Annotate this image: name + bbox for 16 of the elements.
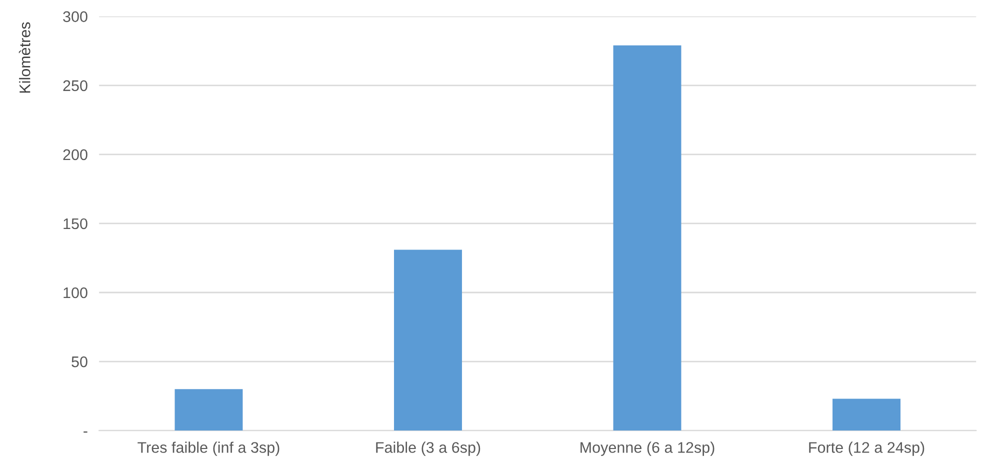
x-tick-label: Faible (3 a 6sp) [376, 442, 480, 456]
y-tick-label: 50 [72, 356, 88, 368]
bar [832, 398, 900, 431]
y-tick-label: 200 [63, 149, 88, 160]
y-tick-label: 250 [63, 80, 88, 92]
bar [174, 389, 243, 431]
x-tick-label: Forte (12 a 24sp) [809, 442, 924, 456]
y-tick-label: 150 [64, 218, 88, 230]
y-tick-label: 300 [63, 11, 88, 22]
bar [394, 250, 462, 431]
x-tick-label: Moyenne (6 a 12sp) [580, 442, 714, 456]
y-tick-label: 100 [64, 287, 88, 298]
y-axis-title: Kilomètres [18, 22, 30, 93]
bar [613, 45, 682, 431]
x-tick-label: Tres faible (inf a 3sp) [138, 442, 280, 456]
y-tick-label: - [84, 431, 88, 433]
